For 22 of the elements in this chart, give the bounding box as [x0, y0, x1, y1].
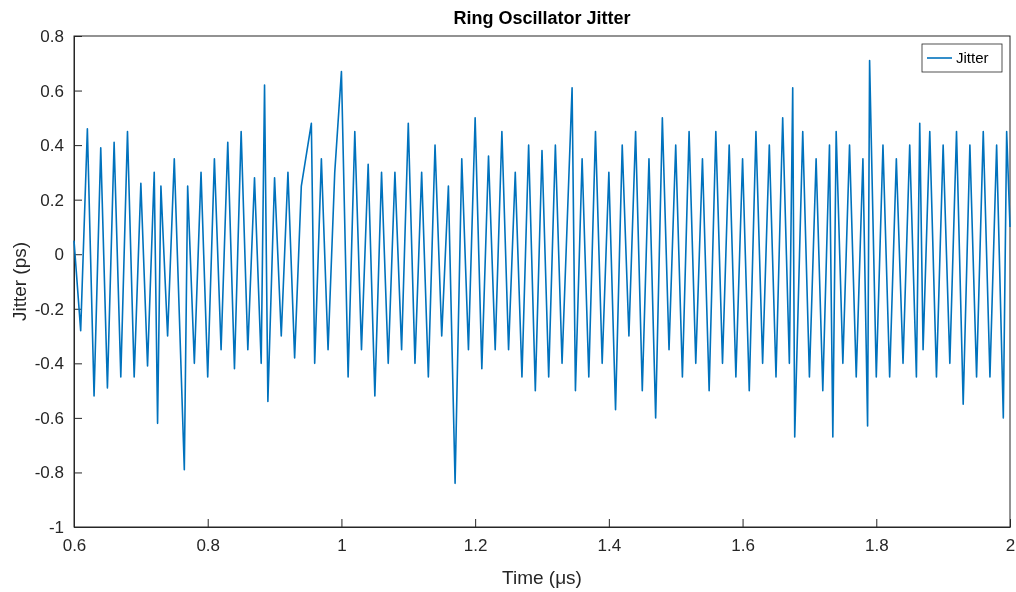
x-tick-label: 1.6: [731, 536, 755, 556]
y-tick-label: 0.6: [40, 81, 64, 101]
x-tick-label: 0.8: [196, 536, 221, 556]
x-tick-label: 1: [337, 536, 347, 556]
y-tick-label: 0: [54, 245, 64, 265]
x-tick-label: 1.2: [463, 536, 488, 556]
y-tick-label: -0.4: [34, 354, 64, 374]
x-tick-label: 2: [1005, 536, 1016, 556]
y-tick-label: 0.2: [40, 190, 64, 210]
y-tick-label: -0.2: [34, 299, 64, 319]
y-tick-label: 0.8: [40, 26, 64, 46]
y-tick-label: -1: [48, 517, 64, 537]
y-axis-title: Jitter (ps): [9, 241, 30, 322]
chart-title: Ring Oscillator Jitter: [453, 8, 631, 28]
x-tick-label: 1.8: [864, 536, 889, 556]
legend-label: Jitter: [956, 49, 989, 66]
x-tick-label: 1.4: [597, 536, 622, 556]
x-axis-title: Time (μs): [502, 567, 582, 588]
y-tick-label: -0.8: [34, 463, 64, 483]
y-tick-label: 0.4: [40, 136, 64, 156]
y-tick-label: -0.6: [34, 408, 64, 428]
x-tick-label: 0.6: [62, 536, 87, 556]
